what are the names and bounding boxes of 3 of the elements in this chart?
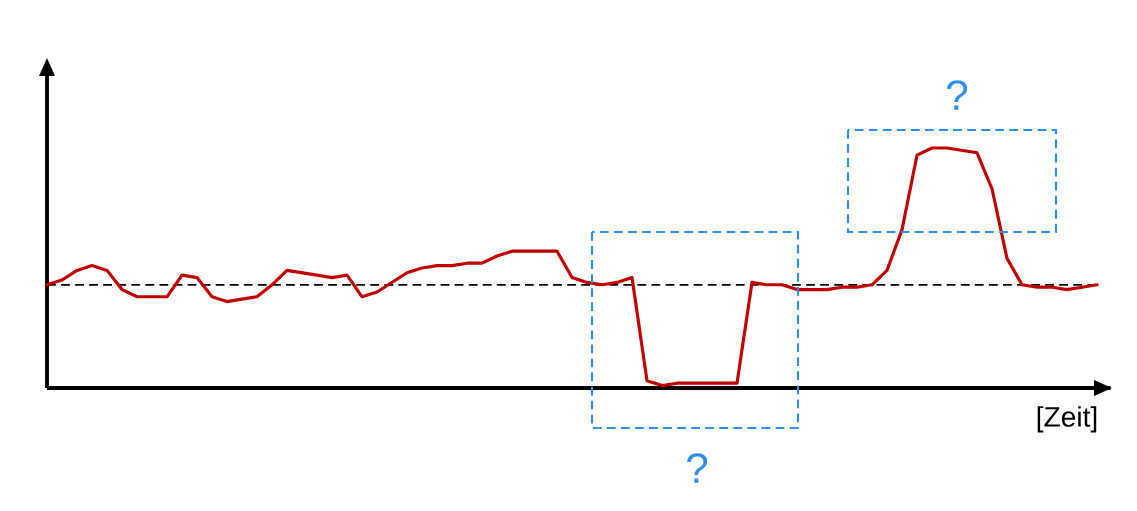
text: ? — [947, 80, 968, 110]
text: ? — [687, 453, 708, 483]
x-axis-title: [Zeit] — [1037, 406, 1097, 433]
